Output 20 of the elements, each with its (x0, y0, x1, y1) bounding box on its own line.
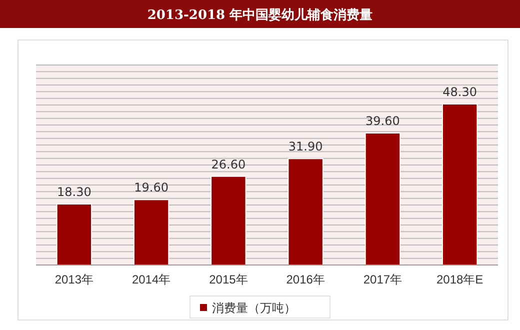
chart-title: 2013-2018 年中国婴幼儿辅食消费量 (147, 8, 373, 23)
x-tick-label: 2013年 (54, 272, 94, 287)
bar (133, 199, 170, 266)
data-label: 39.60 (366, 114, 400, 128)
legend-label: 消费量（万吨） (212, 301, 296, 315)
x-tick-label: 2017年 (363, 272, 402, 287)
bar (364, 132, 401, 266)
data-label: 26.60 (211, 157, 246, 172)
bar (442, 103, 478, 266)
x-tick-label: 2018年E (436, 272, 484, 287)
data-label: 18.30 (57, 184, 92, 199)
data-label: 19.60 (134, 180, 168, 195)
data-label: 48.30 (442, 84, 477, 99)
bar (210, 176, 246, 266)
x-tick-label: 2016年 (286, 272, 325, 287)
bar (288, 158, 324, 266)
data-label: 31.90 (288, 140, 323, 154)
bar (56, 203, 92, 266)
x-tick-label: 2014年 (132, 272, 171, 287)
x-tick-label: 2015年 (209, 272, 248, 287)
